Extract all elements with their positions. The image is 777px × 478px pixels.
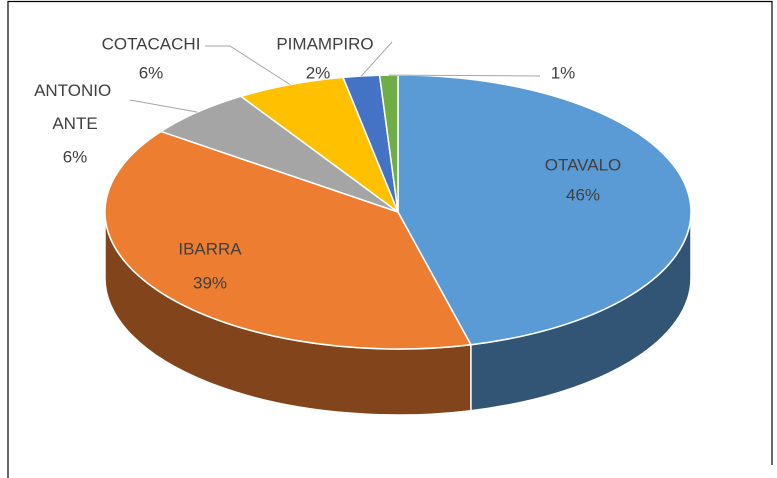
leader-line xyxy=(129,99,198,113)
value-label: 2% xyxy=(306,63,331,82)
leader-line xyxy=(205,45,291,86)
leader-line xyxy=(388,74,541,77)
category-label: PIMAMPIRO xyxy=(276,34,373,53)
value-label: 6% xyxy=(139,63,164,82)
value-label: 39% xyxy=(193,273,227,292)
slice xyxy=(397,74,692,346)
category-label: COTACACHI xyxy=(102,34,201,53)
category-label: IBARRA xyxy=(178,239,242,258)
slice xyxy=(104,130,473,350)
value-label: 6% xyxy=(63,147,88,166)
category-label: OTAVALO xyxy=(545,155,622,174)
value-label: 46% xyxy=(566,185,600,204)
value-label: 1% xyxy=(551,63,576,82)
frame xyxy=(7,0,773,478)
category-label: ANTONIO ANTE xyxy=(34,81,116,133)
leader-line xyxy=(360,41,393,77)
